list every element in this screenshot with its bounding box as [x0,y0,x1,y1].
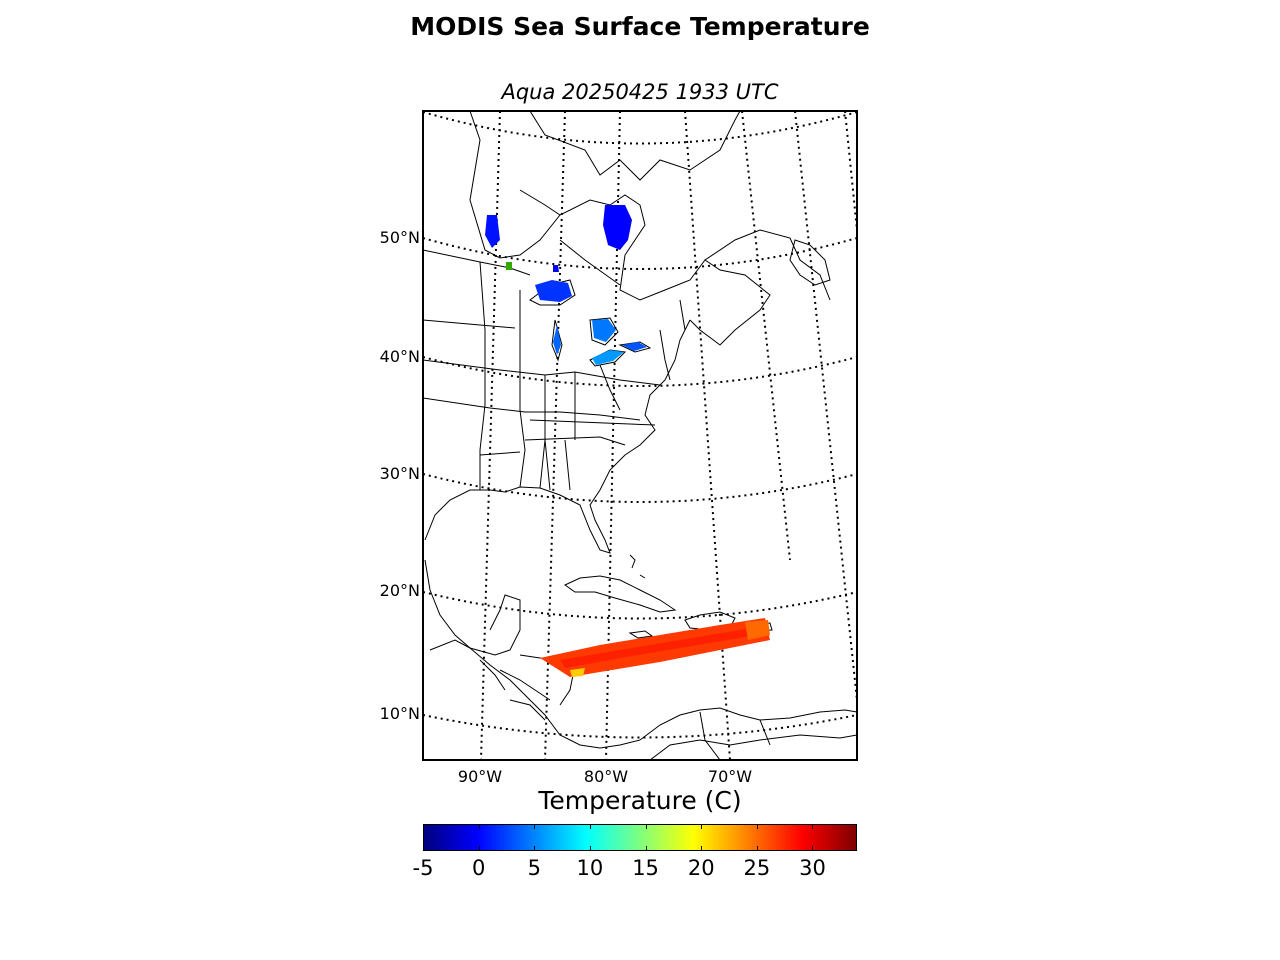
colorbar-tick-label: 20 [687,856,715,880]
colorbar-tick-mark [423,824,424,829]
lat-label-30n: 30°N [379,464,420,483]
colorbar-tick-mark [812,846,813,851]
colorbar-tick-label: -5 [412,856,434,880]
colorbar-tick-mark [646,824,647,829]
lon-label-90w: 90°W [457,767,503,786]
lon-label-80w: 80°W [583,767,629,786]
colorbar-tick-mark [701,846,702,851]
colorbar-tick-mark [812,824,813,829]
colorbar-tick-label: 25 [743,856,771,880]
colorbar-tick-mark [534,846,535,851]
colorbar-tick-mark [590,846,591,851]
colorbar-tick-mark [701,824,702,829]
colorbar-tick-label: 0 [471,856,486,880]
map-frame [422,110,858,761]
colorbar-tick-mark [479,846,480,851]
map-subtitle: Aqua 20250425 1933 UTC [501,80,779,104]
graticule-meridians [480,111,857,760]
lat-label-20n: 20°N [379,581,420,600]
colorbar-tick-mark [757,824,758,829]
colorbar-tick-label: 5 [527,856,541,880]
colorbar-tick-mark [479,824,480,829]
colorbar-tick-mark [757,846,758,851]
colorbar-tick-mark [423,846,424,851]
colorbar-tick-mark [534,824,535,829]
colorbar-tick-label: 15 [632,856,659,880]
colorbar-label: Temperature (C) [538,786,742,815]
colorbar-tick-mark [646,846,647,851]
lon-label-70w: 70°W [707,767,753,786]
graticule-latitudes [423,111,857,739]
lat-label-40n: 40°N [379,347,420,366]
colorbar [423,824,857,851]
colorbar-tick-mark [590,824,591,829]
lat-label-10n: 10°N [379,704,420,723]
borders [423,189,771,760]
sst-swath-data [540,618,770,677]
sst-lake-data [485,205,647,365]
colorbar-tick-label: 30 [799,856,826,880]
map-title: MODIS Sea Surface Temperature [410,12,870,41]
lat-label-50n: 50°N [379,228,420,247]
colorbar-tick-label: 10 [576,856,604,880]
